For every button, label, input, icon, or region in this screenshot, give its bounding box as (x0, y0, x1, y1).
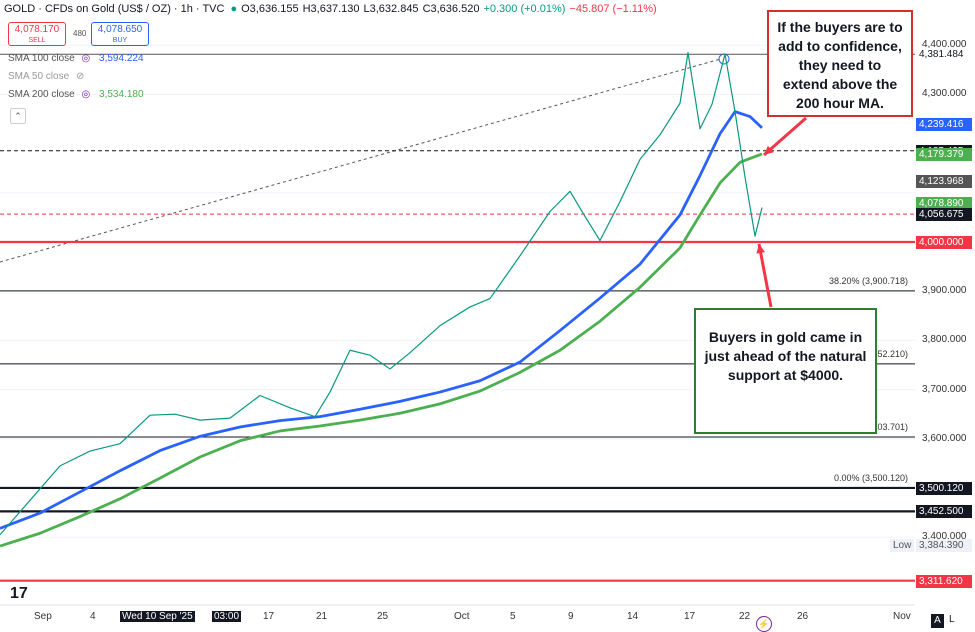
price-label: 4,078.890 (916, 197, 972, 211)
indicator-label: SMA 50 close (8, 71, 70, 82)
spread-value: 480 (73, 29, 87, 38)
y-tick-label: 3,900.000 (922, 285, 967, 297)
level-label: 0.00% (3,500.120) (833, 472, 908, 483)
x-tick-label: 22 (739, 611, 751, 622)
buy-price: 4,078.650 (97, 24, 143, 35)
arrow-to-support-head (756, 244, 765, 254)
x-tick-label: 17 (684, 611, 696, 622)
y-tick-label: 3,600.000 (922, 432, 967, 444)
price-label: 4,056.675 (916, 208, 972, 222)
price-label: 3,452.500 (916, 505, 972, 519)
x-tick-label: 5 (510, 611, 516, 622)
arrow-to-ma (763, 116, 807, 157)
indicator-value: 3,594.224 (99, 53, 144, 64)
price-label: Low (890, 538, 914, 552)
indicator-sma50[interactable]: SMA 50 close ⊘ (8, 71, 84, 82)
price-label: 4,179.379 (916, 147, 972, 161)
indicator-sma200[interactable]: SMA 200 close ◎ 3,534.180 (8, 89, 144, 100)
symbol-header: GOLD · CFDs on Gold (US$ / OZ) · 1h · TV… (0, 0, 657, 18)
y-tick-label: 4,300.000 (922, 88, 967, 100)
ohlc-open: O3,636.155 (241, 3, 299, 15)
annotation-top-right: If the buyers are to add to confidence, … (767, 10, 913, 117)
price-label: 4,000.000 (916, 236, 972, 249)
level-label: 38.20% (3,900.718) (828, 275, 908, 286)
x-tick-label: 21 (316, 611, 328, 622)
x-tick-label: Wed 10 Sep '25 (120, 611, 195, 622)
trend-line (0, 57, 725, 263)
series-line-0 (0, 110, 763, 530)
settings-icon[interactable]: ◎ (81, 89, 91, 100)
buy-label: BUY (112, 37, 128, 44)
symbol-title[interactable]: GOLD · CFDs on Gold (US$ / OZ) · 1h · TV… (4, 3, 225, 15)
change-value-2: −45.807 (−1.11%) (569, 3, 657, 15)
change-value: +0.300 (+0.01%) (483, 3, 566, 15)
ohlc-high: H3,637.130 (302, 3, 360, 15)
y-tick-label: 3,700.000 (922, 383, 967, 395)
ohlc-close: C3,636.520 (422, 3, 480, 15)
hidden-eye-icon[interactable]: ⊘ (75, 71, 85, 82)
collapse-indicators-icon[interactable]: ⌃ (10, 108, 26, 124)
x-tick-label: 14 (627, 611, 639, 622)
event-icon[interactable]: ⚡ (756, 616, 772, 632)
series-line-1 (0, 152, 763, 548)
annotation-bottom-right: Buyers in gold came in just ahead of the… (694, 308, 877, 434)
y-tick-label: 3,400.000 (922, 531, 967, 543)
x-tick-label: 9 (568, 611, 574, 622)
x-tick-label: 25 (377, 611, 389, 622)
price-label: 3,500.120 (916, 481, 972, 495)
x-tick-label: Oct (454, 611, 470, 622)
arrow-to-ma-head (764, 145, 774, 155)
x-tick-label: 03:00 (212, 611, 242, 622)
y-tick-label: 3,800.000 (922, 334, 967, 346)
indicator-sma100[interactable]: SMA 100 close ◎ 3,594.224 (8, 53, 144, 64)
x-tick-label: Sep (34, 611, 52, 622)
x-tick-label: Nov (893, 611, 911, 622)
price-label: 3,384.390 (916, 538, 972, 552)
auto-scale-button[interactable]: A (931, 614, 944, 628)
indicator-label: SMA 200 close (8, 89, 75, 100)
sell-label: SELL (28, 37, 46, 44)
ohlc-low: L3,632.845 (363, 3, 419, 15)
series-line-2 (0, 51, 763, 536)
arrow-to-support (757, 243, 773, 308)
x-tick-label: 4 (90, 611, 96, 622)
x-tick-label: 17 (263, 611, 275, 622)
price-label: 4,123.968 (916, 175, 972, 188)
y-tick-label: 4,400.000 (922, 39, 967, 51)
status-dot-icon: ● (230, 3, 238, 15)
x-tick-label: 26 (797, 611, 809, 622)
sell-button[interactable]: 4,078.170 SELL (8, 22, 66, 46)
sell-price: 4,078.170 (14, 24, 60, 35)
indicator-label: SMA 100 close (8, 53, 75, 64)
price-label: 3,311.620 (916, 574, 972, 588)
level-label: 03.701) (877, 421, 908, 432)
log-scale-button[interactable]: L (949, 614, 955, 625)
indicator-value: 3,534.180 (99, 89, 144, 100)
level-label: 52.210) (877, 348, 908, 359)
buy-button[interactable]: 4,078.650 BUY (91, 22, 149, 46)
price-label: 4,239.416 (916, 118, 972, 132)
settings-icon[interactable]: ◎ (81, 53, 91, 64)
tradingview-logo: 17 (10, 585, 28, 602)
price-label: 4,381.484 (916, 48, 972, 62)
